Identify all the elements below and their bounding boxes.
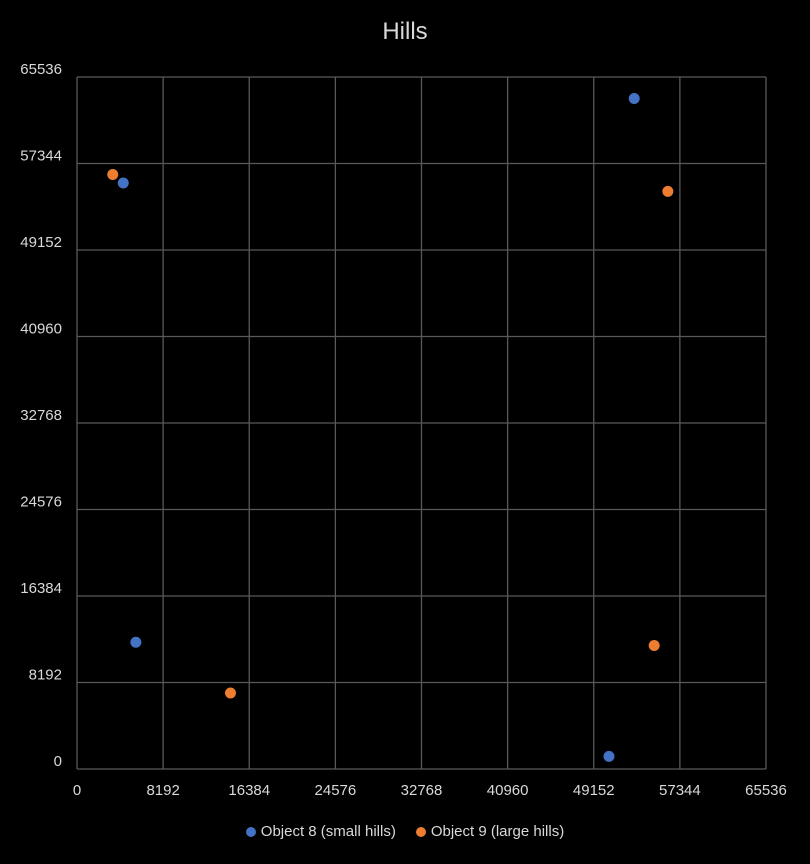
y-tick-label-2: 16384 xyxy=(20,580,62,597)
legend-label-series-1: Object 9 (large hills) xyxy=(430,823,565,840)
legend: Object 8 (small hills) Object 9 (large h… xyxy=(0,823,810,840)
data-point-series-0-2 xyxy=(628,92,640,104)
y-tick-label-5: 40960 xyxy=(20,321,62,338)
data-point-series-0-1 xyxy=(130,636,142,648)
data-point-series-1-3 xyxy=(648,639,660,651)
x-tick-label-0: 0 xyxy=(73,782,81,799)
x-tick-label-7: 57344 xyxy=(659,782,701,799)
y-tick-label-7: 57344 xyxy=(20,148,62,165)
legend-swatch-series-0 xyxy=(245,826,256,837)
x-tick-label-2: 16384 xyxy=(228,782,270,799)
y-tick-label-8: 65536 xyxy=(20,61,62,78)
data-point-series-0-0 xyxy=(117,177,129,189)
x-tick-label-1: 8192 xyxy=(146,782,179,799)
legend-item-series-0: Object 8 (small hills) xyxy=(245,823,396,840)
y-tick-label-6: 49152 xyxy=(20,234,62,251)
y-tick-label-0: 0 xyxy=(54,753,62,770)
y-tick-label-3: 24576 xyxy=(20,494,62,511)
x-tick-label-4: 32768 xyxy=(401,782,443,799)
y-tick-label-1: 8192 xyxy=(29,667,62,684)
data-point-series-1-0 xyxy=(107,169,119,181)
x-tick-label-5: 40960 xyxy=(487,782,529,799)
legend-swatch-series-1 xyxy=(415,826,426,837)
x-tick-label-3: 24576 xyxy=(315,782,357,799)
data-point-series-1-1 xyxy=(224,687,236,699)
x-tick-label-6: 49152 xyxy=(573,782,615,799)
data-point-series-0-3 xyxy=(603,750,615,762)
legend-item-series-1: Object 9 (large hills) xyxy=(415,823,565,840)
chart-title: Hills xyxy=(382,18,428,45)
y-tick-label-4: 32768 xyxy=(20,407,62,424)
legend-label-series-0: Object 8 (small hills) xyxy=(260,823,396,840)
data-point-series-1-2 xyxy=(662,185,674,197)
x-tick-label-8: 65536 xyxy=(745,782,787,799)
